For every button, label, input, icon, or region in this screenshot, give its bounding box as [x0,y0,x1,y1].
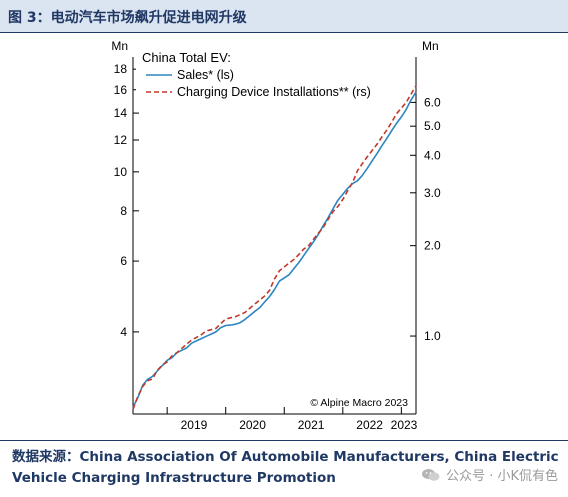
watermark-text: 公众号 · 小K侃有色 [446,469,558,484]
right-tick-label: 5.0 [424,119,441,133]
chart-copyright: © Alpine Macro 2023 [310,397,408,409]
left-tick-label: 8 [120,204,127,218]
left-tick-label: 12 [114,133,128,147]
left-tick-label: 14 [114,106,128,120]
ev-chart: Mn Mn 4 6 8 10 12 14 16 18 1.0 2.0 3.0 4.0 5.0 6.0 2… [111,39,441,432]
figure-footer: 数据来源：China Association Of Automobile Man… [0,440,568,497]
x-tick-label: 2022 [356,418,383,432]
left-tick-label: 18 [114,62,128,76]
x-tick-label: 2019 [181,418,208,432]
right-tick-label: 1.0 [424,329,441,343]
left-tick-label: 16 [114,83,128,97]
right-tick-label: 4.0 [424,148,441,162]
left-tick-label: 6 [120,254,127,268]
legend-box [136,46,358,102]
sales-line [132,91,417,408]
legend-label-sales: Sales* (ls) [177,68,234,82]
legend-title: China Total EV: [142,50,231,65]
wechat-icon [422,468,440,481]
chart-axes: Mn Mn [111,39,439,415]
left-tick-label: 10 [114,165,128,179]
left-unit-label: Mn [111,39,128,53]
left-tick-label: 4 [120,325,127,339]
right-tick-label: 6.0 [424,95,441,109]
x-axis-ticks: 2019 2020 2021 2022 2023 [166,407,418,432]
x-tick-label: 2021 [298,418,325,432]
legend-label-installations: Charging Device Installations** (rs) [177,85,371,99]
series-lines [132,85,417,410]
watermark: 公众号 · 小K侃有色 [421,465,558,484]
left-y-ticks: 4 6 8 10 12 14 16 18 [114,62,139,339]
legend: China Total EV: Sales* (ls) Charging Dev… [136,46,371,102]
figure-title: 图 3：电动汽车市场飙升促进电网升级 [8,10,247,26]
x-tick-label: 2020 [239,418,266,432]
x-tick-label: 2023 [391,418,418,432]
figure-header: 图 3：电动汽车市场飙升促进电网升级 [0,0,568,33]
source-note: 数据来源：China Association Of Automobile Man… [12,449,559,486]
installations-line [132,85,417,410]
right-tick-label: 3.0 [424,186,441,200]
right-y-ticks: 1.0 2.0 3.0 4.0 5.0 6.0 [410,95,441,343]
right-unit-label: Mn [422,39,439,53]
right-tick-label: 2.0 [424,239,441,253]
